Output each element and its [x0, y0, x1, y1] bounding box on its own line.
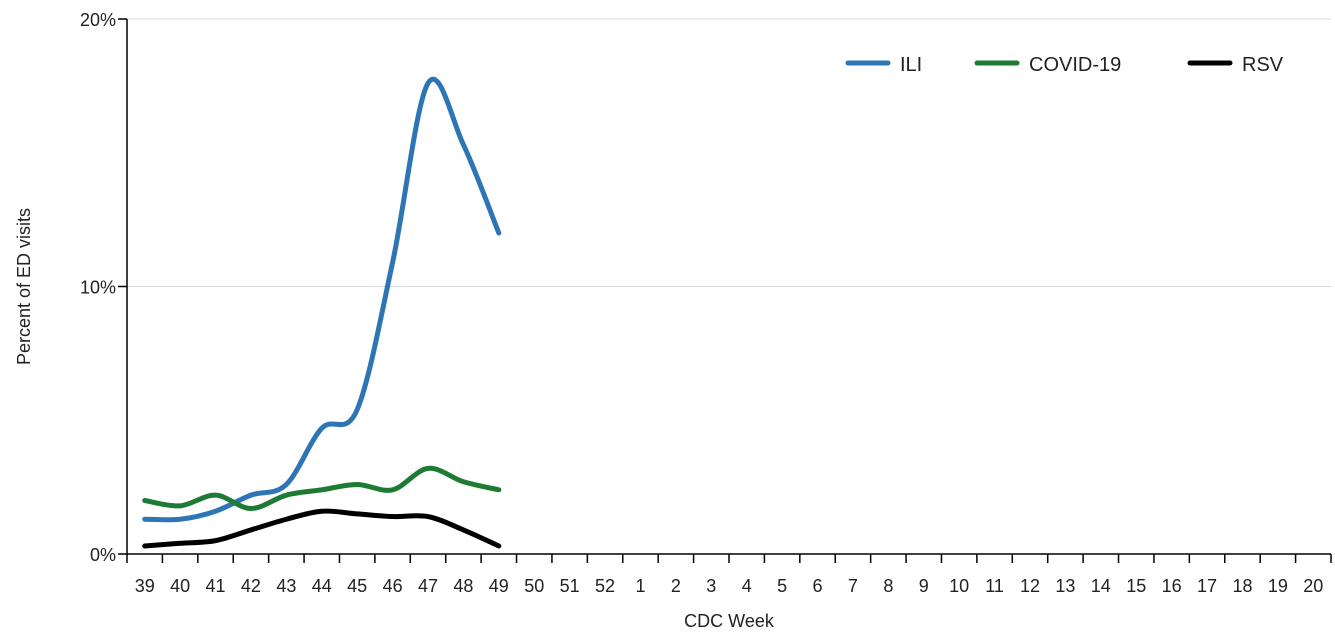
x-tick-label: 46 [383, 576, 403, 596]
x-tick-label: 51 [560, 576, 580, 596]
x-axis-ticks: 39 40 41 42 43 44 45 46 47 48 49 50 51 52 1 2 3 4 5 6 7 8 9 10 1… [126, 554, 1332, 596]
x-tick-label: 45 [347, 576, 367, 596]
legend-label-rsv: RSV [1242, 54, 1284, 76]
x-tick-label: 3 [706, 576, 716, 596]
x-tick-label: 14 [1091, 576, 1111, 596]
x-tick-label: 11 [985, 576, 1004, 596]
x-tick-label: 48 [453, 576, 473, 596]
x-tick-label: 17 [1197, 576, 1217, 596]
x-tick-label: 40 [170, 576, 190, 596]
x-tick-label: 7 [848, 576, 858, 596]
x-tick-label: 44 [312, 576, 332, 596]
x-tick-label: 18 [1232, 576, 1252, 596]
x-tick-label: 1 [635, 576, 645, 596]
x-tick-label: 49 [489, 576, 509, 596]
x-tick-label: 10 [949, 576, 969, 596]
x-axis-title: CDC Week [684, 611, 775, 631]
x-tick-label: 4 [742, 576, 752, 596]
x-tick-label: 50 [524, 576, 544, 596]
x-tick-label: 13 [1055, 576, 1075, 596]
x-tick-label: 9 [919, 576, 929, 596]
x-tick-label: 6 [813, 576, 823, 596]
grid-lines [127, 18, 1331, 287]
y-axis-title: Percent of ED visits [14, 208, 34, 365]
series-line-ili [142, 76, 502, 523]
x-tick-label: 16 [1162, 576, 1182, 596]
x-tick-label: 20 [1303, 576, 1323, 596]
x-tick-label: 12 [1020, 576, 1040, 596]
x-tick-label: 47 [418, 576, 438, 596]
series-line-covid-19 [142, 465, 502, 512]
x-tick-label: 5 [777, 576, 787, 596]
series-line-rsv [142, 508, 502, 549]
x-tick-label: 15 [1126, 576, 1146, 596]
x-tick-label: 39 [135, 576, 155, 596]
x-tick-label: 52 [595, 576, 615, 596]
y-tick-label: 20% [80, 10, 116, 30]
y-tick-label: 10% [80, 278, 116, 298]
x-tick-label: 8 [883, 576, 893, 596]
x-tick-label: 2 [671, 576, 681, 596]
y-axis-ticks: 0% 10% 20% [80, 10, 127, 565]
x-tick-label: 19 [1268, 576, 1288, 596]
legend: ILI COVID-19 RSV [845, 54, 1284, 76]
legend-label-ili: ILI [900, 54, 922, 76]
y-tick-label: 0% [90, 545, 116, 565]
legend-label-covid-19: COVID-19 [1029, 54, 1121, 76]
x-tick-label: 42 [241, 576, 261, 596]
x-tick-label: 43 [276, 576, 296, 596]
x-tick-label: 41 [206, 576, 226, 596]
series-lines [142, 76, 502, 549]
